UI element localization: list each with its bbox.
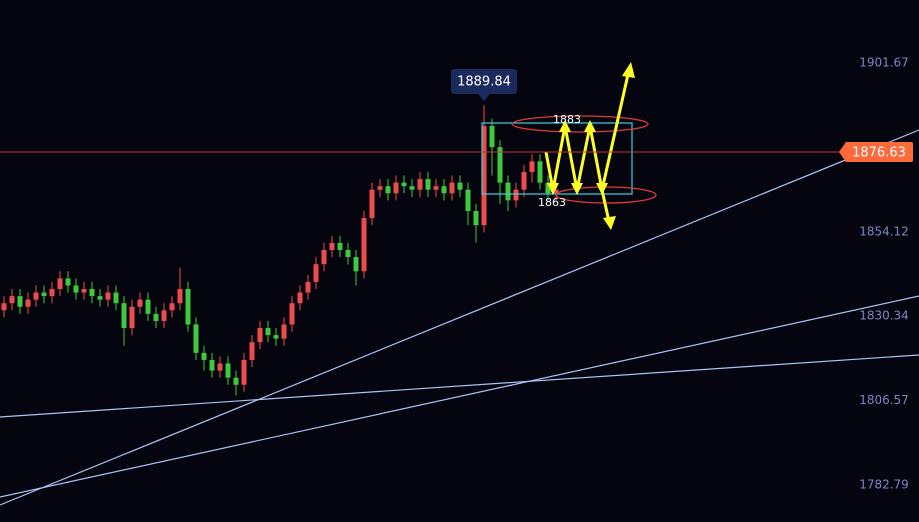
- candle-body: [121, 303, 127, 329]
- candle-body: [73, 285, 79, 293]
- y-tick-label: 1830.34: [859, 309, 909, 323]
- candle-body: [249, 342, 255, 360]
- y-tick-label: 1806.57: [859, 393, 909, 407]
- peak-label: 1889.84: [457, 75, 511, 90]
- candle-body: [97, 296, 103, 300]
- candle-body: [497, 147, 503, 183]
- candle-body: [257, 328, 263, 343]
- candle-body: [169, 303, 175, 311]
- candle-body: [289, 303, 295, 325]
- candle-body: [385, 186, 391, 194]
- candle-body: [33, 292, 39, 300]
- candle-body: [377, 186, 383, 190]
- candle-body: [105, 292, 111, 300]
- candle-body: [57, 278, 63, 290]
- candle-body: [9, 296, 15, 304]
- candle-body: [161, 310, 167, 321]
- candle-body: [25, 299, 31, 307]
- candle-body: [537, 161, 543, 183]
- candle-body: [425, 179, 431, 190]
- candle-body: [145, 299, 151, 314]
- candle-body: [417, 179, 423, 190]
- candle-body: [529, 161, 535, 172]
- candle-body: [201, 352, 207, 360]
- candle-body: [281, 324, 287, 339]
- price-axis: 1901.67 1854.12 1830.34 1806.57 1782.79 1876.…: [0, 56, 913, 491]
- candle-body: [545, 182, 551, 194]
- last-price-label: 1876.63: [852, 146, 906, 161]
- candle-body: [129, 306, 135, 329]
- resistance-ellipse: [511, 115, 649, 133]
- candle-body: [433, 186, 439, 190]
- candle-body: [441, 186, 447, 194]
- candle-body: [1, 303, 7, 311]
- candle-body: [89, 289, 95, 297]
- last-price-box: [845, 142, 913, 163]
- candle-body: [321, 250, 327, 265]
- candle-body: [353, 257, 359, 272]
- candle-body: [337, 242, 343, 251]
- candle-body: [553, 189, 559, 194]
- candle-body: [297, 292, 303, 304]
- candle-body: [513, 189, 519, 201]
- candle-body: [65, 278, 71, 286]
- candle-body: [17, 296, 23, 307]
- peak-label-box: [451, 69, 517, 94]
- candle-body: [369, 189, 375, 219]
- candle-body: [457, 182, 463, 190]
- candle-body: [401, 182, 407, 187]
- peak-label-pointer: [478, 94, 490, 101]
- candle-body: [209, 359, 215, 371]
- candle-body: [113, 292, 119, 304]
- candle-body: [393, 182, 399, 194]
- trend-line: [0, 354, 919, 418]
- candle-body: [193, 324, 199, 353]
- candle-body: [305, 281, 311, 293]
- candle-body: [345, 250, 351, 258]
- annotation: 1883: [553, 113, 581, 126]
- candle-body: [265, 328, 271, 336]
- candle-body: [481, 125, 487, 226]
- candle-body: [465, 189, 471, 211]
- candle-body: [361, 218, 367, 272]
- support-ellipse: [555, 186, 657, 204]
- candle-body: [185, 289, 191, 325]
- candle-body: [449, 182, 455, 194]
- candle-body: [137, 299, 143, 307]
- candle-body: [489, 125, 495, 148]
- y-tick-label: 1901.67: [859, 56, 909, 70]
- candle-body: [329, 242, 335, 251]
- y-tick-label: 1854.12: [859, 224, 909, 238]
- candle-body: [217, 363, 223, 371]
- candle-body: [233, 377, 239, 385]
- candle-body: [81, 289, 87, 293]
- candle-body: [177, 289, 183, 304]
- candle-body: [49, 289, 55, 297]
- candle-body: [521, 171, 527, 190]
- candle-body: [153, 313, 159, 321]
- candle-body: [313, 264, 319, 282]
- candle-body: [505, 182, 511, 201]
- candle-body: [273, 335, 279, 339]
- trend-line: [0, 295, 919, 498]
- candles: [1, 105, 559, 396]
- arrow-heads: [547, 62, 635, 230]
- candle-body: [41, 292, 47, 297]
- trend-line: [0, 129, 919, 506]
- candle-body: [225, 363, 231, 378]
- annotation: 1863: [538, 196, 566, 209]
- y-tick-label: 1782.79: [859, 477, 909, 491]
- candle-body: [241, 359, 247, 385]
- candle-body: [473, 210, 479, 226]
- candle-body: [409, 186, 415, 190]
- last-price-pointer: [839, 142, 846, 163]
